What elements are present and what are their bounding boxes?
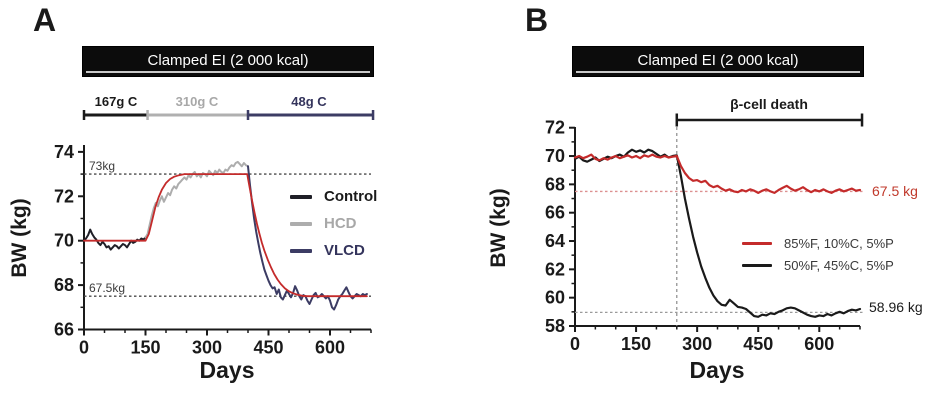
y-tick-label: 70: [54, 231, 74, 251]
beta-cell-death-label: β-cell death: [730, 96, 808, 112]
y-tick-label: 68: [54, 275, 74, 295]
legend-label-50f: 50%F, 45%C, 5%P: [784, 258, 894, 273]
panel-a-header-text: Clamped EI (2 000 kcal): [147, 52, 309, 69]
ref-label-73kg: 73kg: [89, 159, 116, 173]
panel-b-letter: B: [525, 2, 549, 38]
y-tick-label: 74: [54, 142, 74, 162]
x-tick-label: 0: [79, 338, 89, 358]
y-tick-label: 72: [545, 118, 565, 138]
vlcd-line-swatch: [290, 248, 312, 253]
phase-label-167g: 167g C: [94, 94, 138, 109]
x-tick-label: 300: [192, 338, 222, 358]
panel-b-y-axis-title: BW (kg): [487, 188, 510, 268]
y-tick-label: 72: [54, 186, 74, 206]
control-line-swatch: [290, 194, 312, 199]
y-tick-label: 68: [545, 174, 565, 194]
series-85-f-10-c-5-p: [573, 153, 862, 194]
legend-row-hcd: HCD: [290, 215, 377, 232]
legend-row-vlcd: VLCD: [290, 242, 377, 259]
85f-line-swatch: [742, 242, 772, 245]
panel-b-header-bar: Clamped EI (2 000 kcal): [572, 46, 864, 77]
panel-a-y-axis-title: BW (kg): [8, 198, 31, 278]
legend-row-85f: 85%F, 10%C, 5%P: [742, 236, 894, 251]
end-label-67-5kg: 67.5 kg: [872, 183, 918, 199]
legend-label-vlcd: VLCD: [324, 242, 365, 259]
y-tick-label: 70: [545, 146, 565, 166]
legend-row-control: Control: [290, 188, 377, 205]
x-tick-label: 150: [621, 334, 651, 354]
x-tick-label: 450: [253, 338, 283, 358]
y-tick-label: 58: [545, 316, 565, 336]
hcd-line-swatch: [290, 221, 312, 226]
legend-row-50f: 50%F, 45%C, 5%P: [742, 258, 894, 273]
x-tick-label: 0: [570, 334, 580, 354]
series-hcd: [144, 160, 249, 239]
y-tick-label: 66: [54, 320, 74, 340]
legend-label-control: Control: [324, 188, 378, 205]
panel-a-x-axis-title: Days: [199, 357, 255, 383]
phase-label-310g: 310g C: [175, 94, 219, 109]
end-label-58-96kg: 58.96 kg: [869, 299, 923, 315]
series-vlcd: [247, 165, 368, 311]
x-tick-label: 600: [315, 338, 345, 358]
panel-b-header-text: Clamped EI (2 000 kcal): [637, 52, 799, 69]
series-50-f-45-c-5-p: [573, 148, 862, 318]
phase-label-48g: 48g C: [291, 94, 327, 109]
legend-label-hcd: HCD: [324, 215, 357, 232]
panel-a-legend: Control HCD VLCD: [290, 188, 377, 269]
panel-a-letter: A: [33, 2, 57, 38]
panel-a-header-bar: Clamped EI (2 000 kcal): [82, 46, 374, 77]
y-tick-label: 64: [545, 231, 565, 251]
y-tick-label: 66: [545, 203, 565, 223]
panel-b-legend: 85%F, 10%C, 5%P 50%F, 45%C, 5%P: [742, 236, 894, 280]
series-model-fit: [83, 173, 368, 298]
ref-label-67-5kg: 67.5kg: [89, 281, 126, 295]
x-tick-label: 450: [743, 334, 773, 354]
legend-label-85f: 85%F, 10%C, 5%P: [784, 236, 894, 251]
series-control: [83, 228, 147, 251]
y-tick-label: 62: [545, 259, 565, 279]
50f-line-swatch: [742, 264, 772, 267]
x-tick-label: 300: [682, 334, 712, 354]
x-tick-label: 150: [130, 338, 160, 358]
panel-b-x-axis-title: Days: [689, 357, 745, 383]
x-tick-label: 600: [804, 334, 834, 354]
y-tick-label: 60: [545, 288, 565, 308]
